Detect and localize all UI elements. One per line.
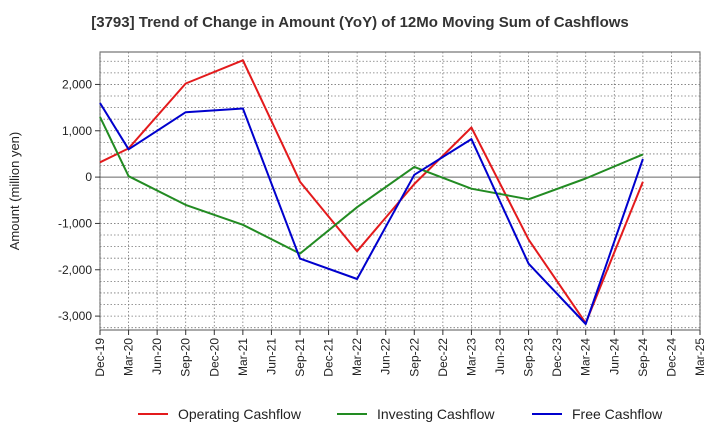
investing-cashflow-line	[99, 116, 644, 255]
legend-label-operating-cashflow: Operating Cashflow	[178, 406, 302, 422]
legend: Operating Cashflow Investing Cashflow Free…	[138, 406, 663, 422]
grid-lines	[99, 52, 701, 330]
y-tick-label: 2,000	[62, 77, 92, 91]
x-tick-label: Jun-21	[264, 338, 278, 375]
x-tick-label: Mar-22	[350, 338, 364, 376]
chart-title: [3793] Trend of Change in Amount (YoY) o…	[91, 14, 629, 31]
x-tick-label: Sep-21	[293, 338, 307, 377]
series-lines	[99, 59, 644, 325]
y-tick-label: -3,000	[58, 309, 92, 323]
legend-label-investing-cashflow: Investing Cashflow	[377, 406, 495, 422]
plot-area	[99, 51, 701, 331]
y-axis-ticks: -3,000 -2,000 -1,000 0 1,000 2,000	[58, 77, 100, 323]
x-tick-label: Jun-24	[607, 338, 621, 375]
x-tick-label: Dec-19	[93, 338, 107, 377]
x-tick-label: Dec-24	[664, 338, 678, 377]
x-tick-label: Sep-22	[407, 338, 421, 377]
x-tick-label: Mar-24	[579, 338, 593, 376]
x-tick-label: Sep-24	[636, 338, 650, 377]
x-tick-label: Jun-22	[379, 338, 393, 375]
x-tick-label: Mar-23	[464, 338, 478, 376]
operating-cashflow-line	[99, 59, 644, 325]
x-tick-label: Mar-25	[693, 338, 707, 376]
x-tick-label: Dec-22	[436, 338, 450, 377]
x-tick-label: Jun-20	[150, 338, 164, 375]
x-tick-label: Mar-21	[236, 338, 250, 376]
free-cashflow-line	[99, 102, 644, 325]
x-tick-label: Dec-21	[322, 338, 336, 377]
y-tick-label: 0	[85, 170, 92, 184]
x-tick-label: Jun-23	[493, 338, 507, 375]
x-tick-label: Dec-20	[207, 338, 221, 377]
legend-label-free-cashflow: Free Cashflow	[572, 406, 663, 422]
x-axis-ticks: Dec-19 Mar-20 Jun-20 Sep-20 Dec-20 Mar-21 Jun-…	[93, 330, 707, 377]
y-tick-label: -2,000	[58, 263, 92, 277]
y-tick-label: -1,000	[58, 216, 92, 230]
y-axis-label: Amount (million yen)	[7, 132, 22, 251]
x-tick-label: Dec-23	[550, 338, 564, 377]
x-tick-label: Sep-23	[522, 338, 536, 377]
y-tick-label: 1,000	[62, 124, 92, 138]
x-tick-label: Sep-20	[179, 338, 193, 377]
x-tick-label: Mar-20	[122, 338, 136, 376]
